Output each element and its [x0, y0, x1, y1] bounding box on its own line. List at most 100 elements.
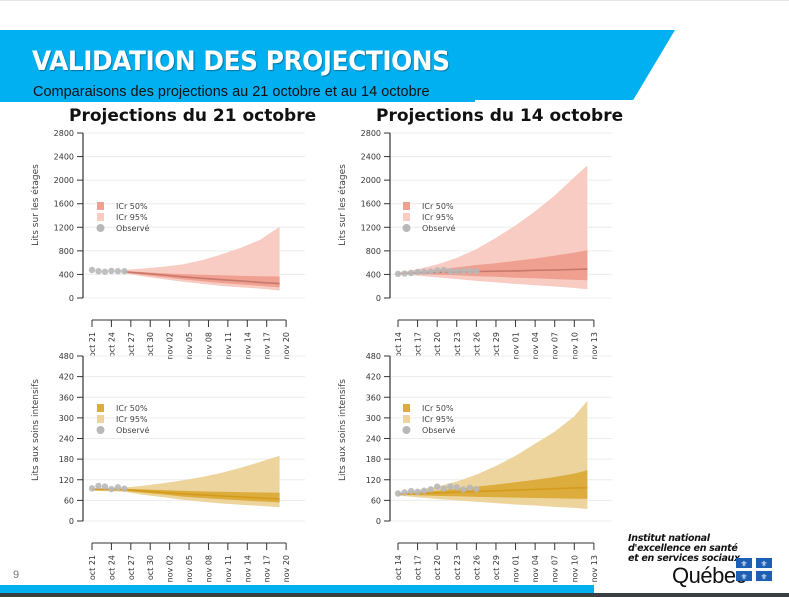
chart-floors-oct14: 0 400 800 1200 1600 2000 2400 2800 Lits sur les …	[337, 129, 612, 359]
y-axis-label: Lits sur les étages	[337, 164, 348, 246]
y-tick-label: 400	[366, 270, 381, 279]
y-axis-label: Lits aux soins intensifs	[31, 379, 41, 481]
observed-point	[420, 268, 428, 275]
observed-point	[420, 487, 428, 494]
x-tick-label: oct 23	[453, 555, 462, 580]
x-tick-label: nov 10	[570, 555, 579, 582]
observed-point	[88, 485, 96, 492]
x-tick-label: oct 14	[394, 332, 403, 357]
chart-icu-oct21: 0 60 120 180 240 300 360 420 480 Lits aux soins i…	[31, 352, 305, 582]
legend-label-observed: Observé	[422, 425, 455, 435]
x-tick-label: nov 20	[282, 332, 291, 359]
observed-point	[95, 267, 102, 275]
legend-label-observed: Observé	[422, 223, 455, 233]
x-tick-label: nov 02	[166, 332, 175, 359]
slide-subtitle: Comparaisons des projections au 21 octob…	[33, 84, 430, 100]
y-tick-label: 120	[366, 476, 381, 485]
legend-swatch-observed	[402, 426, 411, 434]
y-tick-label: 360	[59, 393, 74, 402]
logo-line-1: Institut national	[628, 533, 710, 544]
x-tick-label: nov 14	[243, 555, 252, 582]
legend-swatch-observed	[96, 224, 105, 232]
y-tick-label: 480	[59, 352, 74, 361]
legend-label-ci95: ICr 95%	[422, 415, 454, 424]
legend: ICr 50% ICr 95%Observé	[96, 202, 149, 233]
x-tick-label: nov 10	[570, 332, 579, 359]
x-tick-label: oct 27	[127, 555, 136, 580]
legend-swatch-ci50	[97, 202, 104, 210]
x-tick-label: oct 30	[146, 555, 155, 580]
observed-point	[473, 267, 480, 275]
x-tick-label: nov 07	[551, 555, 560, 582]
x-tick-label: nov 07	[551, 332, 560, 359]
y-tick-label: 360	[366, 393, 381, 402]
x-tick-label: nov 11	[224, 332, 233, 359]
y-tick-label: 420	[366, 373, 381, 382]
y-tick-label: 0	[69, 294, 74, 303]
x-tick-label: nov 04	[531, 555, 540, 582]
ci50-band	[92, 488, 280, 503]
observed-point	[407, 269, 415, 277]
legend-swatch-observed	[402, 224, 411, 232]
y-tick-label: 400	[59, 270, 74, 279]
x-tick-label: nov 08	[204, 332, 213, 359]
y-tick-label: 60	[64, 496, 74, 505]
legend-swatch-ci50	[403, 202, 410, 210]
legend-label-observed: Observé	[116, 223, 149, 233]
y-tick-label: 480	[366, 352, 381, 361]
observed-point	[108, 267, 115, 275]
svg-text:⚜: ⚜	[760, 560, 767, 569]
x-tick-label: nov 01	[512, 332, 521, 359]
y-tick-label: 0	[376, 517, 381, 526]
x-tick-label: nov 13	[590, 332, 599, 359]
y-tick-label: 2800	[54, 129, 74, 138]
logo-line-3: et en services sociaux	[628, 553, 740, 564]
y-tick-label: 800	[59, 247, 74, 256]
x-tick-label: nov 04	[531, 332, 540, 359]
legend-label-observed: Observé	[116, 425, 149, 435]
observed-point	[447, 483, 454, 490]
y-tick-label: 2400	[54, 153, 74, 162]
observed-point	[414, 488, 421, 495]
x-tick-label: nov 02	[166, 555, 175, 582]
x-tick-label: nov 13	[590, 555, 599, 582]
inesss-quebec-logo: Institut national d'excellence en santé …	[628, 533, 788, 588]
observed-point	[440, 266, 447, 274]
legend-label-ci50: ICr 50%	[116, 202, 148, 211]
x-tick-label: nov 20	[282, 555, 291, 582]
legend-swatch-ci95	[403, 213, 410, 221]
observed-point	[427, 486, 434, 493]
x-tick-label: oct 21	[88, 332, 97, 357]
x-tick-label: nov 17	[263, 332, 272, 359]
legend-swatch-ci50	[403, 404, 410, 412]
y-tick-label: 2000	[361, 176, 381, 185]
x-tick-label: oct 24	[107, 332, 116, 357]
observed-point	[414, 268, 421, 276]
observed-point	[401, 270, 408, 277]
y-tick-label: 420	[59, 373, 74, 382]
observed-point	[121, 267, 128, 275]
observed-point	[394, 270, 402, 278]
quebec-flag-icon: ⚜ ⚜ ⚜ ⚜	[736, 558, 772, 582]
observed-point	[88, 266, 96, 274]
footer-dark-bar	[0, 593, 789, 597]
observed-point	[460, 267, 467, 275]
y-tick-label: 240	[59, 435, 74, 444]
legend-swatch-ci50	[97, 404, 104, 412]
chart-floors-oct21: 0 400 800 1200 1600 2000 2400 2800 Lits sur les …	[30, 129, 305, 359]
observed-point	[121, 485, 128, 492]
svg-text:⚜: ⚜	[760, 573, 767, 582]
legend: ICr 50% ICr 95%Observé	[402, 404, 455, 435]
logo-quebec-wordmark: Québec	[672, 563, 747, 588]
observed-point	[453, 268, 460, 275]
observed-point	[453, 484, 460, 491]
y-tick-label: 2800	[361, 129, 381, 138]
legend-label-ci95: ICr 95%	[116, 415, 148, 424]
x-tick-label: oct 14	[394, 555, 403, 580]
top-border	[0, 0, 789, 1]
x-tick-label: oct 17	[414, 332, 423, 357]
x-tick-label: oct 23	[453, 332, 462, 357]
y-tick-label: 2400	[361, 153, 381, 162]
y-tick-label: 180	[366, 455, 381, 464]
